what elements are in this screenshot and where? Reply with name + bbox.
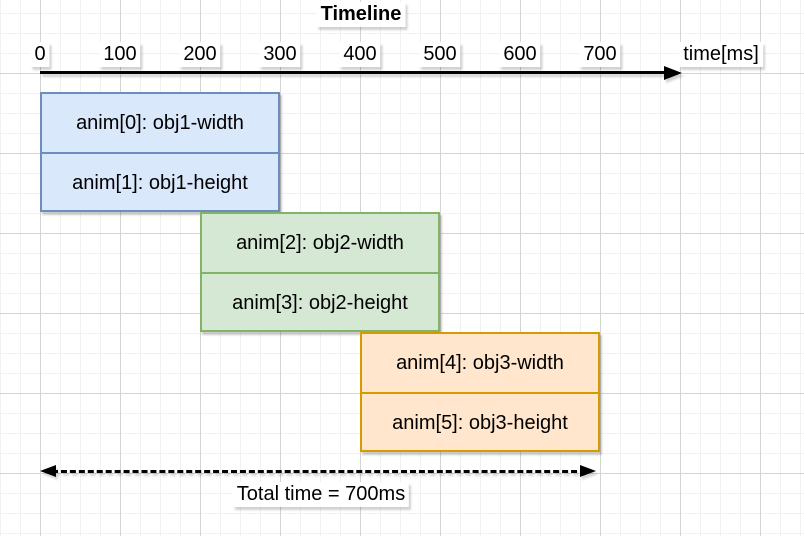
axis-tick-200: 200 [179,42,221,67]
animation-bar-anim0[interactable]: anim[0]: obj1-width [76,111,244,134]
animation-bar-anim5[interactable]: anim[5]: obj3-height [362,392,598,452]
axis-tick-0: 0 [30,42,50,67]
axis-tick-500: 500 [419,42,461,67]
axis-tick-100: 100 [99,42,141,67]
axis-tick-700: 700 [579,42,621,67]
axis-tick-400: 400 [339,42,381,67]
animation-bar-anim3[interactable]: anim[3]: obj2-height [202,272,438,332]
left-arrowhead-icon [40,465,56,477]
track-obj2[interactable]: anim[2]: obj2-width anim[3]: obj2-height [200,212,440,332]
track-obj3[interactable]: anim[4]: obj3-width anim[5]: obj3-height [360,332,600,452]
animation-bar-anim1[interactable]: anim[1]: obj1-height [42,152,278,212]
total-time-label: Total time = 700ms [232,482,410,507]
right-arrowhead-icon [580,465,596,477]
total-time-dashed-line [52,470,586,473]
timeline-title: Timeline [316,2,406,27]
time-axis-line [40,71,668,74]
track-obj1[interactable]: anim[0]: obj1-width anim[1]: obj1-height [40,92,280,212]
axis-tick-600: 600 [499,42,541,67]
axis-unit-label: time[ms] [679,42,763,67]
axis-tick-300: 300 [259,42,301,67]
animation-bar-anim2[interactable]: anim[2]: obj2-width [236,231,404,254]
axis-arrowhead-icon [664,66,682,80]
animation-bar-anim4[interactable]: anim[4]: obj3-width [396,351,564,374]
